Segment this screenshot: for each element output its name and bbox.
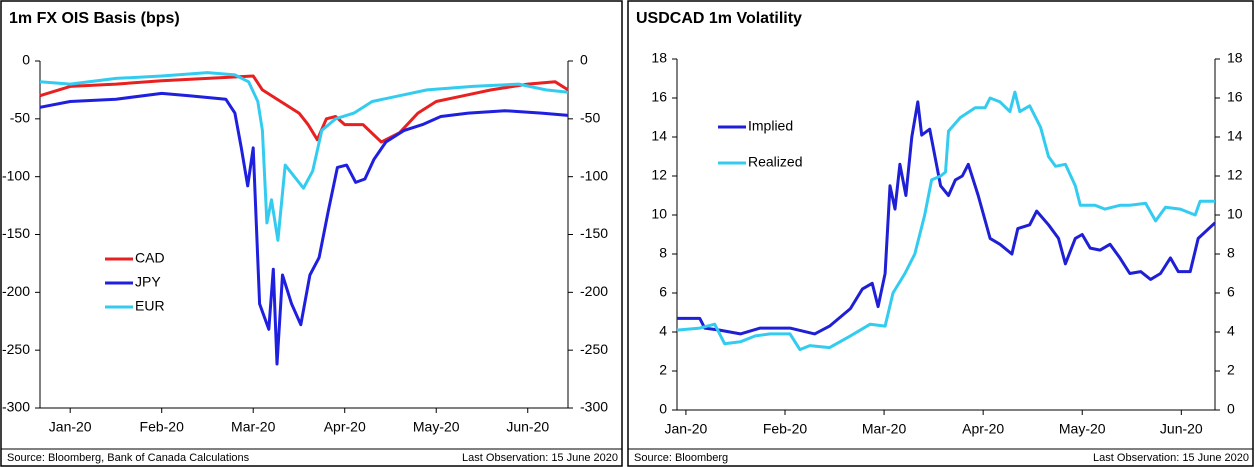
- x-tick-label: Feb-20: [140, 419, 185, 435]
- y2-tick-label: 18: [1227, 50, 1243, 66]
- y-tick-label: -200: [2, 283, 30, 299]
- x-tick-label: Mar-20: [862, 421, 907, 437]
- x-tick-label: Jan-20: [49, 419, 92, 435]
- note: Last Observation: 15 June 2020: [462, 452, 618, 464]
- y-tick-label: 10: [651, 206, 667, 222]
- y-tick-label: 2: [659, 362, 667, 378]
- y-tick-label: 0: [659, 401, 667, 417]
- y2-tick-label: 12: [1227, 167, 1243, 183]
- y-tick-label: 16: [651, 89, 667, 105]
- panel-border: [0, 0, 623, 467]
- series-line: [39, 74, 569, 144]
- x-tick-label: May-20: [1059, 421, 1106, 437]
- y2-tick-label: 0: [1227, 401, 1235, 417]
- x-tick-label: May-20: [413, 419, 460, 435]
- source: Source: Bloomberg, Bank of Canada Calcul…: [7, 452, 250, 464]
- series-line: [676, 90, 1215, 352]
- y-tick-label: -100: [2, 167, 30, 183]
- legend-label: Realized: [748, 154, 802, 170]
- y2-tick-label: -200: [580, 283, 608, 299]
- legend-label: EUR: [135, 298, 165, 314]
- chart-title: 1m FX OIS Basis (bps): [9, 10, 180, 27]
- y2-tick-label: -300: [580, 399, 608, 415]
- note: Last Observation: 15 June 2020: [1093, 452, 1249, 464]
- x-tick-label: Jun-20: [1160, 421, 1203, 437]
- y2-tick-label: 4: [1227, 323, 1235, 339]
- y-tick-label: 6: [659, 284, 667, 300]
- x-tick-label: Apr-20: [962, 421, 1004, 437]
- panel-border: [627, 0, 1254, 467]
- x-tick-label: Mar-20: [231, 419, 276, 435]
- y2-tick-label: 8: [1227, 245, 1235, 261]
- y2-tick-label: 14: [1227, 128, 1243, 144]
- source: Source: Bloomberg: [634, 452, 728, 464]
- y-tick-label: 18: [651, 50, 667, 66]
- legend-label: JPY: [135, 274, 161, 290]
- y2-tick-label: -250: [580, 341, 608, 357]
- y2-tick-label: 2: [1227, 362, 1235, 378]
- legend-label: Implied: [748, 118, 793, 134]
- y-tick-label: -150: [2, 225, 30, 241]
- y-tick-label: -50: [10, 110, 30, 126]
- y2-tick-label: -50: [580, 110, 600, 126]
- y-tick-label: -250: [2, 341, 30, 357]
- legend-label: CAD: [135, 250, 165, 266]
- y-tick-label: 8: [659, 245, 667, 261]
- y-tick-label: 0: [22, 52, 30, 68]
- y2-tick-label: 16: [1227, 89, 1243, 105]
- y2-tick-label: 10: [1227, 206, 1243, 222]
- x-tick-label: Apr-20: [324, 419, 366, 435]
- y-tick-label: 4: [659, 323, 667, 339]
- y2-tick-label: -100: [580, 167, 608, 183]
- y-tick-label: 12: [651, 167, 667, 183]
- x-tick-label: Jun-20: [506, 419, 549, 435]
- series-line: [677, 100, 1217, 336]
- y2-tick-label: 0: [580, 52, 588, 68]
- x-tick-label: Jan-20: [665, 421, 708, 437]
- y-tick-label: -300: [2, 399, 30, 415]
- x-tick-label: Feb-20: [763, 421, 808, 437]
- y2-tick-label: -150: [580, 225, 608, 241]
- series-line: [39, 91, 569, 366]
- y-tick-label: 14: [651, 128, 667, 144]
- series-line: [39, 71, 569, 242]
- chart-title: USDCAD 1m Volatility: [636, 10, 802, 27]
- y2-tick-label: 6: [1227, 284, 1235, 300]
